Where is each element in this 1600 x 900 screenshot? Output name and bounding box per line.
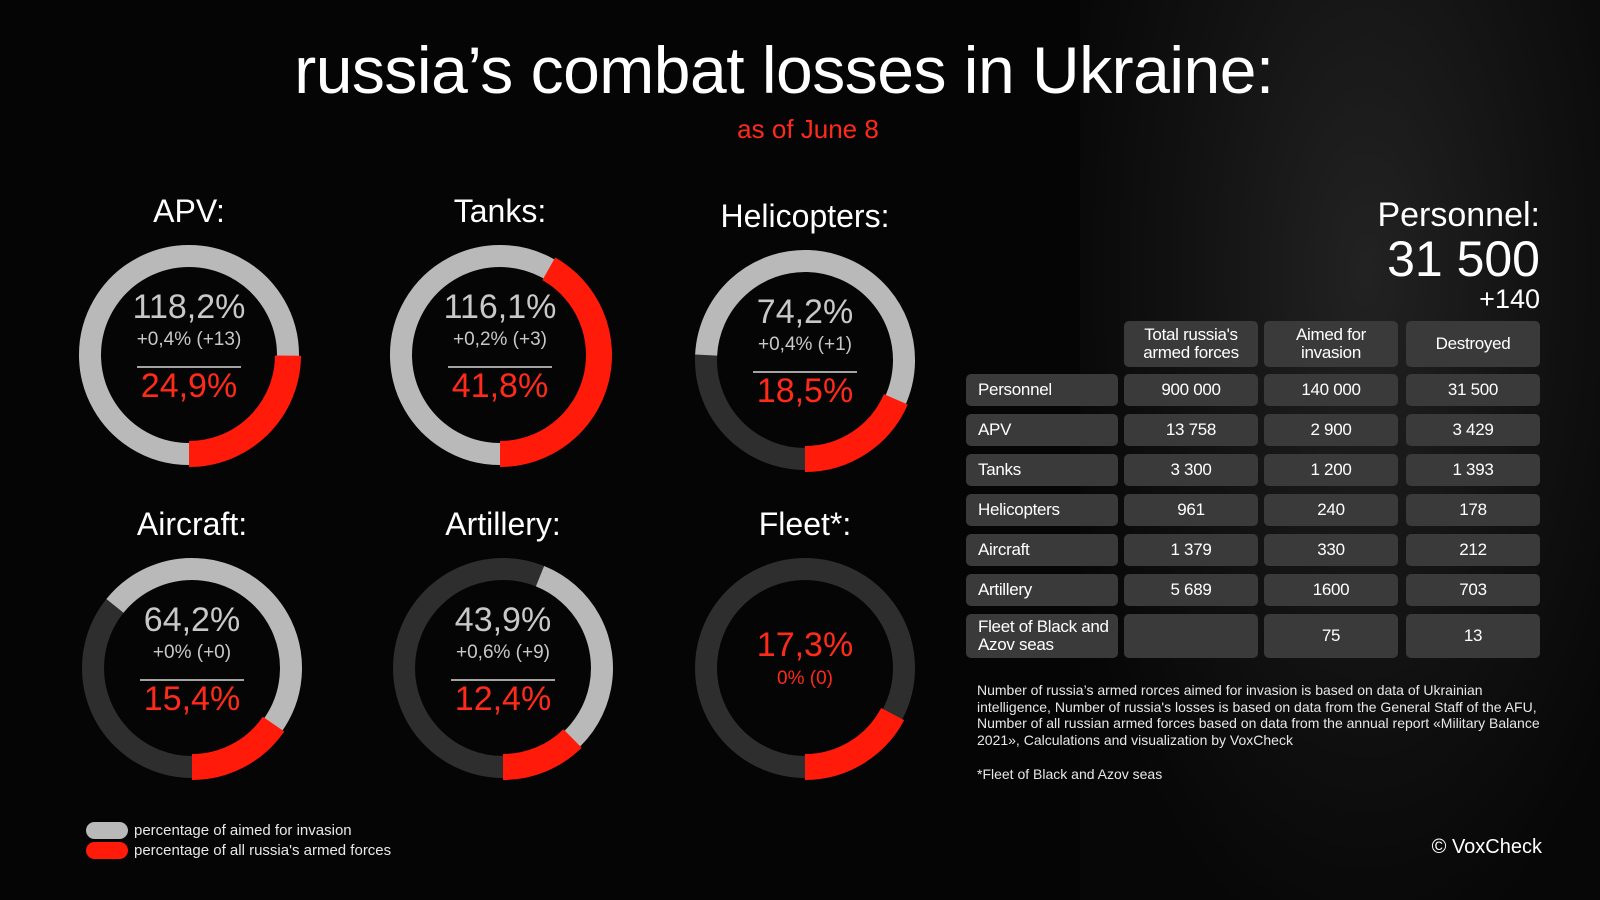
legend-swatch-all-forces <box>86 841 128 859</box>
donut-title-artillery: Artillery: <box>445 506 561 542</box>
donut-title-aircraft: Aircraft: <box>137 506 247 542</box>
legend-label-aimed: percentage of aimed for invasion <box>134 821 352 839</box>
donut-arc-aimed-apv <box>79 245 299 465</box>
legend-label-all-forces: percentage of all russia's armed forces <box>134 841 392 859</box>
table-cell: 240 <box>1264 494 1398 526</box>
donut-title-tanks: Tanks: <box>454 193 546 229</box>
donut-charts: APV: 118,2% +0,4% (+13) 24,9% Tanks: 116,1% +0… <box>79 193 915 780</box>
table-cell: 140 000 <box>1264 374 1398 406</box>
table-cell: 5 689 <box>1124 574 1258 606</box>
donut-aimed-delta-aircraft: +0% (+0) <box>153 642 231 663</box>
donut-all-pct-apv: 24,9% <box>141 367 237 405</box>
table-cell: 330 <box>1264 534 1398 566</box>
table-row-label: Personnel <box>966 374 1118 406</box>
table-cell: 13 <box>1406 614 1540 658</box>
table-cell <box>1124 614 1258 658</box>
donut-title-apv: APV: <box>153 193 225 229</box>
table-row-label: Aircraft <box>966 534 1118 566</box>
donut-all-pct-aircraft: 15,4% <box>144 680 240 718</box>
personnel-summary-value: 31 500 <box>1387 231 1540 287</box>
personnel-summary: Personnel: 31 500 +140 <box>1377 196 1540 314</box>
table-row-label: Tanks <box>966 454 1118 486</box>
donut-aimed-pct-helicopters: 74,2% <box>757 293 853 331</box>
table-row-label: APV <box>966 414 1118 446</box>
table-header-cell: Aimed for invasion <box>1264 321 1398 367</box>
page-title: russia’s combat losses in Ukraine: <box>294 33 1274 107</box>
background-photo-shade <box>1080 0 1600 900</box>
page-subtitle: as of June 8 <box>737 114 879 144</box>
donut-aimed-delta-artillery: +0,6% (+9) <box>456 642 550 663</box>
legend: percentage of aimed for invasion percent… <box>86 820 391 860</box>
donut-aimed-delta-tanks: +0,2% (+3) <box>453 329 547 350</box>
table-cell: 3 300 <box>1124 454 1258 486</box>
table-cell: 1 200 <box>1264 454 1398 486</box>
table-cell: 75 <box>1264 614 1398 658</box>
donut-aimed-pct-apv: 118,2% <box>133 288 246 326</box>
table-cell: 31 500 <box>1406 374 1540 406</box>
table-cell: 212 <box>1406 534 1540 566</box>
table-cell: 1600 <box>1264 574 1398 606</box>
brand-credit: © VoxCheck <box>1431 836 1542 858</box>
donut-arc-all-forces-apv <box>188 355 301 467</box>
legend-item-all-forces: percentage of all russia's armed forces <box>86 840 391 860</box>
donut-all-delta-fleet: 0% (0) <box>777 668 833 689</box>
table-cell: 961 <box>1124 494 1258 526</box>
fleet-footnote: *Fleet of Black and Azov seas <box>977 766 1163 782</box>
donut-all-pct-helicopters: 18,5% <box>757 372 853 410</box>
personnel-summary-delta: +140 <box>1479 284 1540 314</box>
donut-aimed-pct-artillery: 43,9% <box>455 601 551 639</box>
table-row-label: Fleet of Black and Azov seas <box>966 614 1118 658</box>
legend-item-aimed: percentage of aimed for invasion <box>86 820 391 840</box>
donut-arc-all-forces-artillery <box>502 728 582 780</box>
legend-swatch-aimed <box>86 821 128 839</box>
table-cell: 1 393 <box>1406 454 1540 486</box>
donut-all-pct-tanks: 41,8% <box>452 367 548 405</box>
personnel-summary-label: Personnel: <box>1377 196 1540 234</box>
donut-all-pct-artillery: 12,4% <box>455 680 551 718</box>
donut-aimed-delta-helicopters: +0,4% (+1) <box>758 334 852 355</box>
table-row-label: Artillery <box>966 574 1118 606</box>
donut-arc-all-forces-helicopters <box>804 393 908 472</box>
table-cell: 2 900 <box>1264 414 1398 446</box>
table-cell: 900 000 <box>1124 374 1258 406</box>
donut-arc-all-forces-fleet <box>804 707 905 780</box>
table-cell: 1 379 <box>1124 534 1258 566</box>
donut-arc-all-forces-tanks <box>499 257 612 467</box>
donut-title-fleet: Fleet*: <box>759 506 851 542</box>
table-row-label: Helicopters <box>966 494 1118 526</box>
donut-arc-all-forces-aircraft <box>191 716 285 780</box>
table-cell: 178 <box>1406 494 1540 526</box>
table-cell: 703 <box>1406 574 1540 606</box>
donut-title-helicopters: Helicopters: <box>721 198 890 234</box>
donut-aimed-delta-apv: +0,4% (+13) <box>137 329 242 350</box>
table-cell: 13 758 <box>1124 414 1258 446</box>
table-cell: 3 429 <box>1406 414 1540 446</box>
table-header-cell: Destroyed <box>1406 321 1540 367</box>
donut-all-pct-fleet: 17,3% <box>757 626 853 664</box>
table-header-cell: Total russia's armed forces <box>1124 321 1258 367</box>
source-note: Number of russia’s armed rorces aimed fo… <box>977 682 1540 748</box>
donut-aimed-pct-tanks: 116,1% <box>444 288 557 326</box>
donut-aimed-pct-aircraft: 64,2% <box>144 601 240 639</box>
